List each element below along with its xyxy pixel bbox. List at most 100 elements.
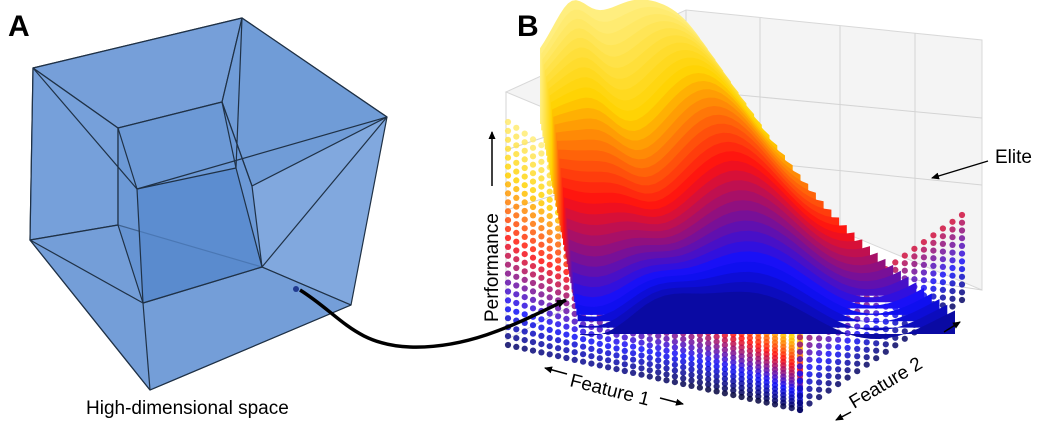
archive-cell	[816, 350, 823, 357]
archive-cell	[513, 282, 520, 289]
archive-cell	[816, 335, 823, 342]
archive-cell	[513, 229, 520, 236]
archive-cell	[513, 142, 520, 149]
archive-cell	[730, 373, 737, 380]
archive-cell	[538, 266, 545, 273]
archive-cell	[638, 346, 645, 353]
archive-cell	[713, 388, 720, 395]
archive-cell	[655, 351, 662, 358]
archive-cell	[638, 333, 645, 340]
archive-cell	[529, 229, 537, 236]
archive-cell	[713, 343, 720, 350]
archive-cell	[663, 347, 670, 354]
edge	[142, 302, 151, 391]
archive-cell	[538, 241, 545, 248]
edge	[261, 116, 388, 268]
archive-cell	[911, 268, 918, 275]
archive-cell	[663, 335, 670, 342]
archive-cell	[630, 337, 637, 344]
archive-cell	[680, 347, 687, 354]
archive-cell	[504, 252, 512, 259]
archive-cell	[713, 348, 720, 355]
archive-cell	[696, 358, 704, 365]
archive-cell	[571, 333, 578, 340]
archive-cell	[655, 375, 662, 382]
archive-cell	[844, 367, 851, 374]
archive-cell	[696, 347, 704, 354]
archive-cell	[538, 349, 545, 356]
archive-cell	[721, 342, 729, 349]
archive-cell	[529, 339, 537, 346]
archive-cell	[958, 211, 966, 219]
archive-cell	[930, 285, 937, 292]
archive-cell	[721, 351, 729, 358]
archive-cell	[721, 361, 729, 368]
archive-cell	[816, 372, 823, 379]
archive-cell	[513, 151, 520, 158]
archive-cell	[529, 195, 537, 202]
archive-cell	[555, 241, 562, 248]
archive-cell	[958, 273, 966, 280]
archive-cell	[796, 385, 804, 392]
archive-cell	[646, 361, 653, 368]
archive-cell	[596, 355, 603, 362]
archive-cell	[630, 363, 637, 370]
archive-cell	[546, 343, 553, 350]
archive-cell	[571, 341, 578, 348]
archive-cell	[825, 358, 832, 365]
archive-cell	[521, 225, 528, 232]
archive-cell	[738, 348, 745, 356]
archive-cell	[949, 288, 956, 295]
archive-cell	[671, 344, 679, 351]
archive-cell	[696, 384, 704, 391]
archive-cell	[730, 382, 737, 389]
archive-cell	[671, 367, 679, 374]
archive-cell	[901, 328, 908, 335]
archive-cell	[513, 247, 520, 254]
archive-cell	[825, 387, 832, 394]
archive-cell	[939, 279, 947, 286]
archive-cell	[738, 339, 745, 347]
archive-cell	[580, 351, 587, 358]
archive-cell	[538, 191, 545, 198]
archive-cell	[958, 250, 966, 257]
archive-cell	[521, 164, 528, 172]
archive-cell	[796, 356, 804, 363]
archive-cell	[854, 338, 861, 345]
archive-cell	[529, 144, 537, 151]
fitness-surface	[540, 0, 955, 339]
archive-cell	[705, 360, 712, 367]
archive-cell	[555, 273, 562, 280]
archive-cell	[504, 225, 512, 233]
archive-cell	[746, 365, 754, 372]
archive-cell	[892, 259, 899, 266]
archive-cell	[555, 345, 562, 352]
archive-cell	[721, 390, 729, 397]
archive-cell	[546, 261, 553, 268]
archive-cell	[621, 334, 628, 341]
archive-cell	[949, 295, 956, 302]
archive-cell	[939, 240, 947, 247]
archive-cell	[538, 291, 545, 298]
archive-cell	[788, 405, 795, 412]
archive-cell	[901, 267, 908, 274]
archive-cell	[655, 344, 662, 352]
archive-cell	[646, 342, 653, 349]
archive-cell	[825, 336, 832, 343]
archive-cell	[521, 130, 528, 137]
archive-cell	[504, 341, 512, 349]
archive-cell	[538, 225, 545, 232]
archive-cell	[529, 271, 537, 278]
archive-cell	[796, 334, 804, 341]
archive-cell	[555, 265, 562, 272]
archive-cell	[513, 264, 520, 272]
archive-cell	[930, 278, 937, 285]
archive-cell	[930, 232, 937, 239]
archive-cell	[538, 249, 545, 257]
archive-cell	[863, 361, 870, 368]
archive-cell	[538, 332, 545, 339]
archive-cell	[538, 341, 545, 348]
archive-cell	[911, 260, 918, 268]
archive-cell	[538, 274, 545, 281]
archive-cell	[563, 315, 570, 322]
